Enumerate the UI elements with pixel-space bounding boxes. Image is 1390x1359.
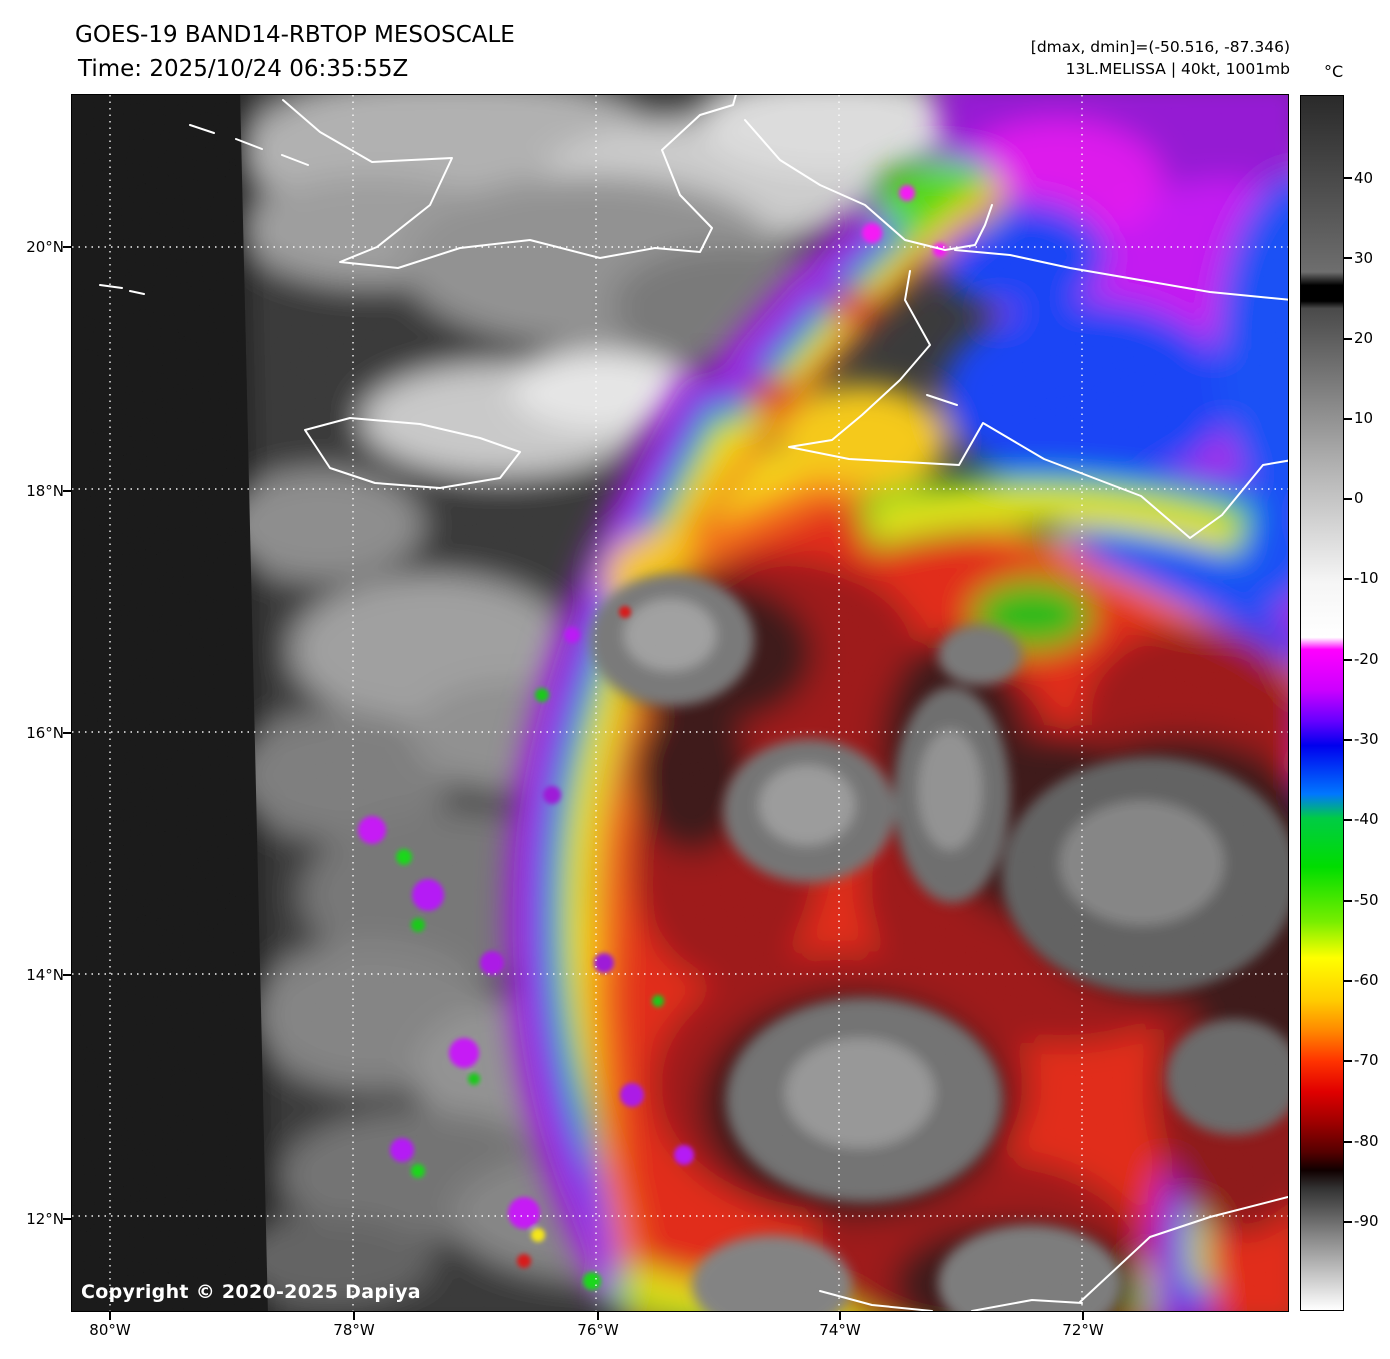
- texture-overlay: [72, 95, 1288, 1311]
- satellite-map: Copyright © 2020-2025 Dapiya: [67, 75, 1388, 1350]
- colorbar-label-30: 30: [1354, 249, 1374, 267]
- lat-tick: [63, 732, 72, 734]
- map-svg: [67, 75, 1388, 1350]
- colorbar-tick: [1344, 257, 1352, 259]
- colorbar-tick: [1344, 498, 1352, 500]
- coastline-hispaniola-north: [954, 249, 1293, 301]
- lat-label-18n: 18°N: [26, 482, 64, 500]
- colorbar-tick: [1344, 659, 1352, 661]
- colorbar-label-n90: -90: [1354, 1212, 1379, 1230]
- colorbar-label-n20: -20: [1354, 650, 1379, 668]
- lat-label-12n: 12°N: [26, 1210, 64, 1228]
- colorbar-tick: [1344, 1141, 1352, 1143]
- coastline-cuba-east: [744, 119, 993, 251]
- colorbar-tick: [1344, 177, 1352, 179]
- coastline-south-america-1: [819, 1290, 933, 1312]
- colorbar-label-n40: -40: [1354, 810, 1379, 828]
- lat-label-14n: 14°N: [26, 966, 64, 984]
- lon-tick: [353, 1312, 355, 1320]
- colorbar-tick: [1344, 819, 1352, 821]
- coastline-cays: [99, 124, 309, 295]
- lon-tick: [839, 1312, 841, 1320]
- storm-readout: 13L.MELISSA | 40kt, 1001mb: [1065, 60, 1290, 78]
- colorbar: [1300, 95, 1344, 1311]
- coastline-gonave: [926, 394, 958, 406]
- lat-tick: [63, 1218, 72, 1220]
- header-readouts: [dmax, dmin]=(-50.516, -87.346) 13L.MELI…: [1031, 36, 1290, 80]
- colorbar-tick: [1344, 1060, 1352, 1062]
- colorbar-label-20: 20: [1354, 329, 1374, 347]
- page-title: GOES-19 BAND14-RBTOP MESOSCALE: [75, 22, 515, 48]
- lat-tick: [63, 974, 72, 976]
- colorbar-tick: [1344, 338, 1352, 340]
- colorbar-tick: [1344, 578, 1352, 580]
- lat-tick: [63, 490, 72, 492]
- coastlines-layer: [99, 90, 1293, 1312]
- lon-label-72w: 72°W: [1062, 1321, 1104, 1339]
- timestamp: Time: 2025/10/24 06:35:55Z: [78, 56, 409, 82]
- lon-tick: [597, 1312, 599, 1320]
- lat-tick: [63, 246, 72, 248]
- coastline-south-america-2: [971, 1299, 1083, 1312]
- colorbar-unit: °C: [1324, 62, 1344, 81]
- coastline-cuba: [282, 90, 738, 269]
- colorbar-label-n70: -70: [1354, 1051, 1379, 1069]
- colorbar-label-n60: -60: [1354, 971, 1379, 989]
- colorbar-label-n10: -10: [1354, 569, 1379, 587]
- colorbar-label-0: 0: [1354, 489, 1364, 507]
- lat-label-20n: 20°N: [26, 238, 64, 256]
- colorbar-tick: [1344, 739, 1352, 741]
- lon-tick: [1082, 1312, 1084, 1320]
- colorbar-label-n80: -80: [1354, 1132, 1379, 1150]
- lat-label-16n: 16°N: [26, 724, 64, 742]
- lon-tick: [109, 1312, 111, 1320]
- lon-label-76w: 76°W: [577, 1321, 619, 1339]
- colorbar-tick: [1344, 900, 1352, 902]
- copyright: Copyright © 2020-2025 Dapiya: [81, 1281, 421, 1303]
- lon-label-74w: 74°W: [819, 1321, 861, 1339]
- colorbar-tick: [1344, 980, 1352, 982]
- lon-label-78w: 78°W: [333, 1321, 375, 1339]
- coastline-south-america-3: [1079, 1196, 1289, 1303]
- colorbar-label-40: 40: [1354, 169, 1374, 187]
- colorbar-label-n50: -50: [1354, 891, 1379, 909]
- lon-label-80w: 80°W: [89, 1321, 131, 1339]
- colorbar-tick: [1344, 1221, 1352, 1223]
- coastline-jamaica: [304, 417, 521, 489]
- coastline-hispaniola: [788, 270, 1293, 539]
- colorbar-label-10: 10: [1354, 409, 1374, 427]
- colorbar-label-n30: -30: [1354, 730, 1379, 748]
- range-readout: [dmax, dmin]=(-50.516, -87.346): [1030, 38, 1290, 56]
- gridlines-layer: [72, 95, 1288, 1311]
- colorbar-tick: [1344, 418, 1352, 420]
